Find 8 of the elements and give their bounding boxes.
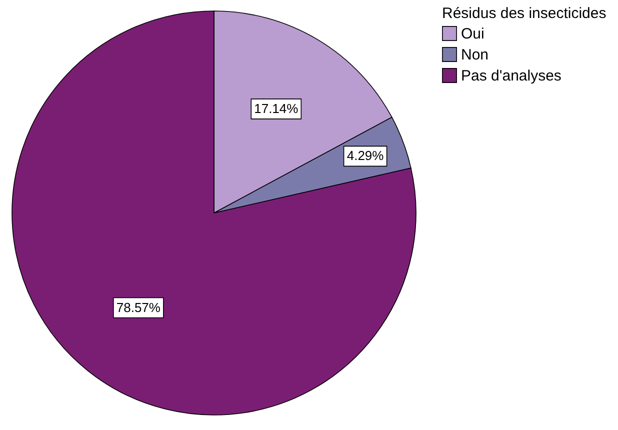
data-label: 78.57%: [116, 300, 161, 315]
data-label: 17.14%: [254, 100, 299, 116]
legend-label: Pas d'analyses: [461, 68, 562, 84]
legend-label: Non: [461, 46, 489, 64]
legend-title: Résidus des insecticides: [442, 5, 606, 22]
pie-slice: [12, 10, 416, 416]
legend-label: Oui: [461, 26, 484, 42]
data-label: 4.29%: [346, 148, 384, 164]
